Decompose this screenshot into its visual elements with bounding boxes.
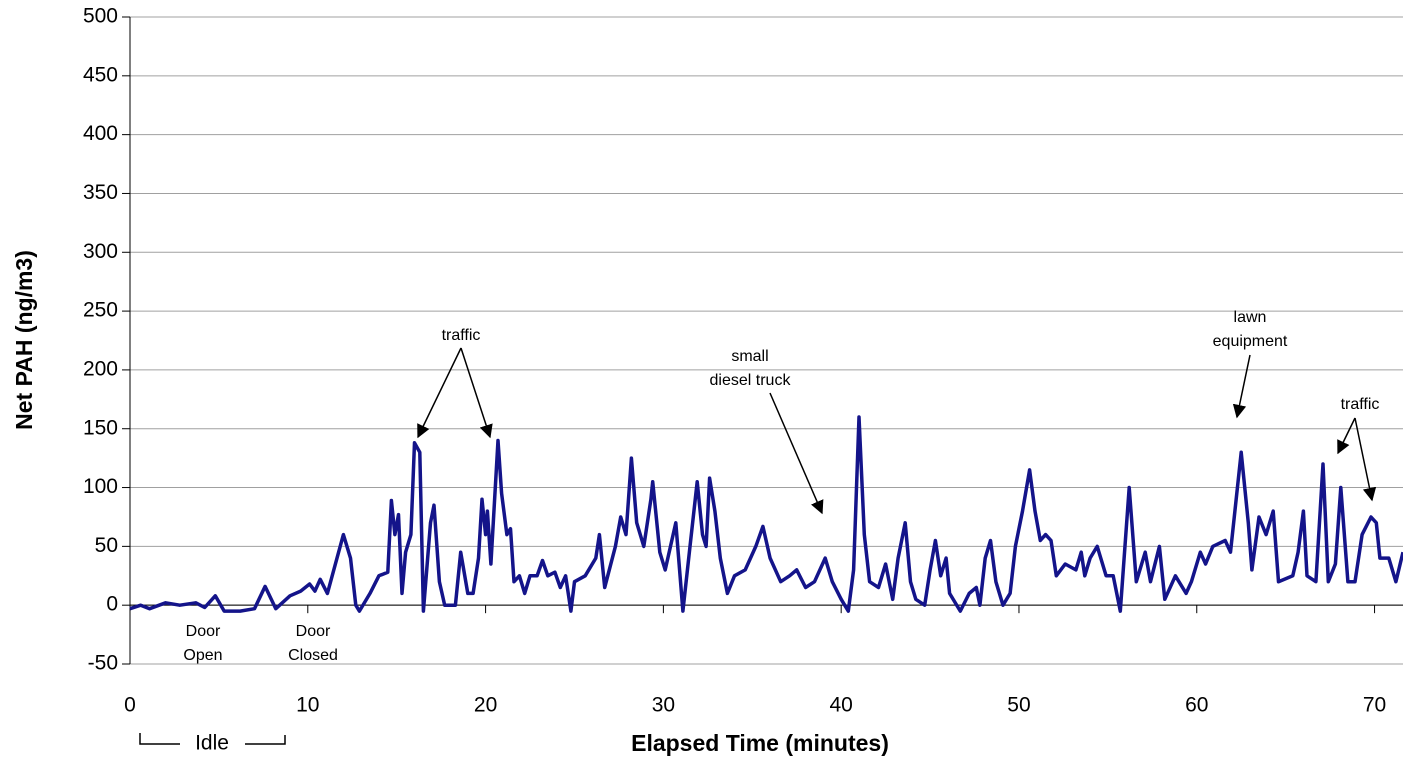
data-line (129, 415, 1403, 613)
annotation: lawn (1234, 309, 1267, 326)
x-tick-label: 60 (1185, 694, 1208, 717)
x-tick-label: 40 (829, 694, 852, 717)
y-tick-label: 150 (83, 416, 118, 439)
annotation: Closed (288, 647, 338, 664)
x-tick-label: 10 (296, 694, 319, 717)
annotation: Door (186, 623, 221, 640)
annotation-arrow (417, 347, 462, 439)
y-tick-label: 300 (83, 240, 118, 263)
annotation-arrow (769, 392, 824, 515)
y-tick-label: 50 (95, 534, 118, 557)
y-tick-label: 450 (83, 63, 118, 86)
annotation: Door (296, 623, 331, 640)
y-axis-label: Net PAH (ng/m3) (11, 250, 37, 430)
y-tick-label: 100 (83, 475, 118, 498)
annotation: Open (183, 647, 222, 664)
annotation: traffic (442, 327, 481, 344)
annotation: Idle (195, 732, 229, 755)
annotation: small (731, 348, 768, 365)
annotation-arrow (1337, 417, 1356, 455)
x-tick-label: 20 (474, 694, 497, 717)
y-tick-label: -50 (88, 652, 118, 675)
y-tick-label: 500 (83, 5, 118, 28)
annotation: traffic (1341, 396, 1380, 413)
y-tick-label: 350 (83, 181, 118, 204)
annotation: diesel truck (710, 372, 792, 389)
y-tick-label: 200 (83, 357, 118, 380)
x-tick-label: 0 (124, 694, 136, 717)
annotation-arrow (460, 347, 493, 439)
x-axis-label: Elapsed Time (minutes) (631, 730, 889, 756)
x-tick-label: 50 (1007, 694, 1030, 717)
y-tick-label: 0 (106, 593, 118, 616)
annotation: equipment (1213, 333, 1288, 350)
y-tick-label: 400 (83, 122, 118, 145)
annotation-arrow (1354, 417, 1377, 502)
x-tick-label: 70 (1363, 694, 1386, 717)
y-tick-label: 250 (83, 299, 118, 322)
idle-bracket (139, 733, 286, 745)
x-tick-label: 30 (652, 694, 675, 717)
annotation-arrow (1232, 354, 1251, 419)
